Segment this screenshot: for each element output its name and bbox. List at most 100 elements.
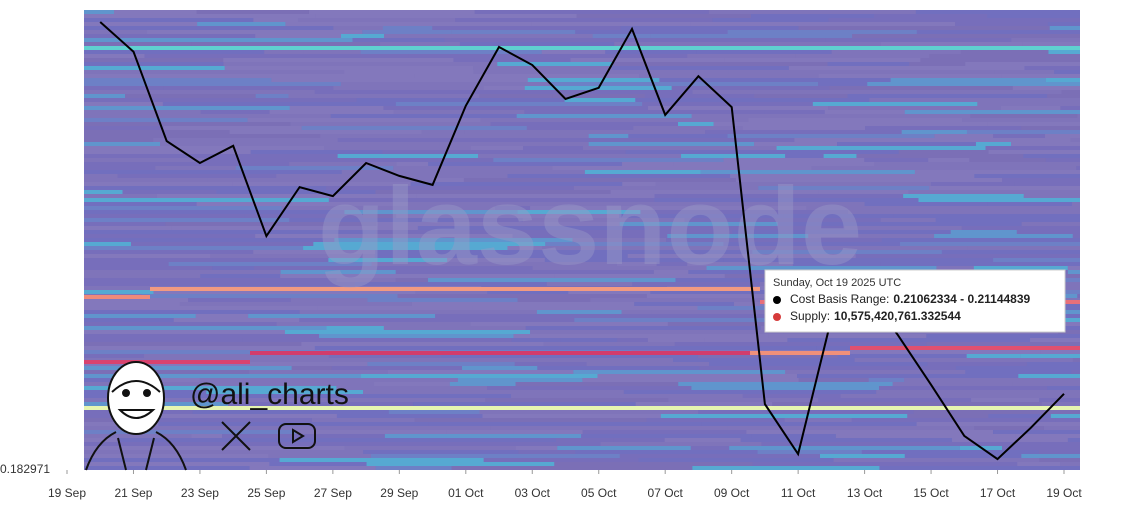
heatmap-cell: [84, 386, 337, 390]
heatmap-cell: [360, 50, 542, 54]
heatmap-cell: [207, 178, 259, 182]
heatmap-cell: [1040, 442, 1080, 446]
heatmap-cell: [650, 290, 820, 294]
heatmap-cell: [582, 146, 777, 150]
heatmap-cell: [516, 114, 692, 118]
heatmap-cell: [784, 418, 852, 422]
heatmap-cell: [84, 210, 275, 214]
heatmap-cell: [395, 102, 643, 106]
heatmap-cell: [244, 214, 363, 218]
heatmap-cell: [659, 78, 891, 82]
heatmap-cell: [610, 190, 654, 194]
heatmap-band: [250, 351, 750, 355]
heatmap-cell: [414, 74, 640, 78]
heatmap-cell: [494, 206, 531, 210]
heatmap-cell: [638, 458, 834, 462]
heatmap-cell: [728, 70, 995, 74]
heatmap-cell: [515, 446, 558, 450]
heatmap-cell: [619, 454, 820, 458]
heatmap-cell: [341, 170, 585, 174]
heatmap-cell: [844, 226, 962, 230]
heatmap-cell: [397, 294, 647, 298]
heatmap-cell: [215, 438, 430, 442]
heatmap-cell: [1026, 362, 1080, 366]
heatmap-cell: [914, 170, 1080, 174]
heatmap-cell: [330, 114, 517, 118]
heatmap-cell: [730, 174, 975, 178]
heatmap-cell: [1002, 446, 1080, 450]
heatmap-cell: [794, 138, 1071, 142]
heatmap-cell: [84, 302, 180, 306]
heatmap-cell: [622, 162, 674, 166]
heatmap-cell: [783, 214, 894, 218]
heatmap-cell: [1058, 330, 1080, 334]
heatmap-cell: [691, 386, 880, 390]
heatmap-cell: [1045, 158, 1080, 162]
heatmap-cell: [375, 190, 611, 194]
heatmap-cell: [532, 266, 707, 270]
heatmap-cell: [84, 206, 282, 210]
heatmap-cell: [84, 346, 315, 350]
heatmap-cell: [384, 34, 593, 38]
heatmap-cell: [84, 10, 115, 14]
heatmap-cell: [84, 466, 250, 470]
heatmap-cell: [219, 382, 375, 386]
heatmap-cell: [811, 166, 1077, 170]
heatmap-cell: [507, 246, 543, 250]
heatmap-cell: [916, 30, 1080, 34]
heatmap-cell: [1000, 106, 1061, 110]
heatmap-cell: [559, 346, 817, 350]
heatmap-cell: [985, 146, 1080, 150]
heatmap-cell: [668, 398, 819, 402]
heatmap-cell: [847, 210, 1080, 214]
heatmap-cell: [298, 410, 389, 414]
heatmap-cell: [288, 94, 480, 98]
heatmap-cell: [1039, 458, 1080, 462]
x-tick-label: 13 Oct: [847, 486, 883, 500]
heatmap-cell: [973, 266, 1068, 270]
heatmap-cell: [414, 418, 647, 422]
heatmap-cell: [987, 202, 1073, 206]
heatmap-cell: [852, 34, 1080, 38]
heatmap-cell: [788, 66, 1025, 70]
heatmap-cell: [935, 218, 1080, 222]
heatmap-cell: [560, 338, 618, 342]
heatmap-cell: [84, 102, 163, 106]
heatmap-cell: [588, 134, 629, 138]
heatmap-cell: [543, 342, 675, 346]
heatmap-cell: [557, 446, 691, 450]
heatmap-cell: [223, 62, 498, 66]
heatmap-cell: [477, 210, 518, 214]
heatmap-cell: [84, 134, 321, 138]
heatmap-cell: [84, 354, 145, 358]
heatmap-cell: [328, 354, 442, 358]
heatmap-cell: [290, 298, 368, 302]
heatmap-cell: [84, 454, 269, 458]
heatmap-cell: [795, 54, 930, 58]
heatmap-cell: [1047, 386, 1080, 390]
heatmap-cell: [328, 358, 439, 362]
heatmap-cell: [1016, 230, 1080, 234]
heatmap-cell: [869, 98, 1080, 102]
heatmap-cell: [522, 218, 685, 222]
heatmap-cell: [382, 26, 433, 30]
heatmap-cell: [168, 262, 372, 266]
heatmap-cell: [915, 10, 1080, 14]
heatmap-cell: [344, 446, 516, 450]
heatmap-cell: [993, 258, 1080, 262]
heatmap-cell: [84, 222, 166, 226]
heatmap-cell: [967, 246, 1080, 250]
heatmap-cell: [171, 226, 418, 230]
heatmap-cell: [706, 266, 937, 270]
heatmap-cell: [803, 426, 975, 430]
heatmap-cell: [326, 186, 574, 190]
heatmap-cell: [438, 358, 674, 362]
heatmap-cell: [544, 258, 724, 262]
heatmap-cell: [435, 314, 616, 318]
heatmap-cell: [740, 438, 953, 442]
heatmap-cell: [527, 78, 660, 82]
x-tick-label: 17 Oct: [980, 486, 1016, 500]
heatmap-cell: [314, 90, 527, 94]
heatmap-cell: [336, 386, 488, 390]
